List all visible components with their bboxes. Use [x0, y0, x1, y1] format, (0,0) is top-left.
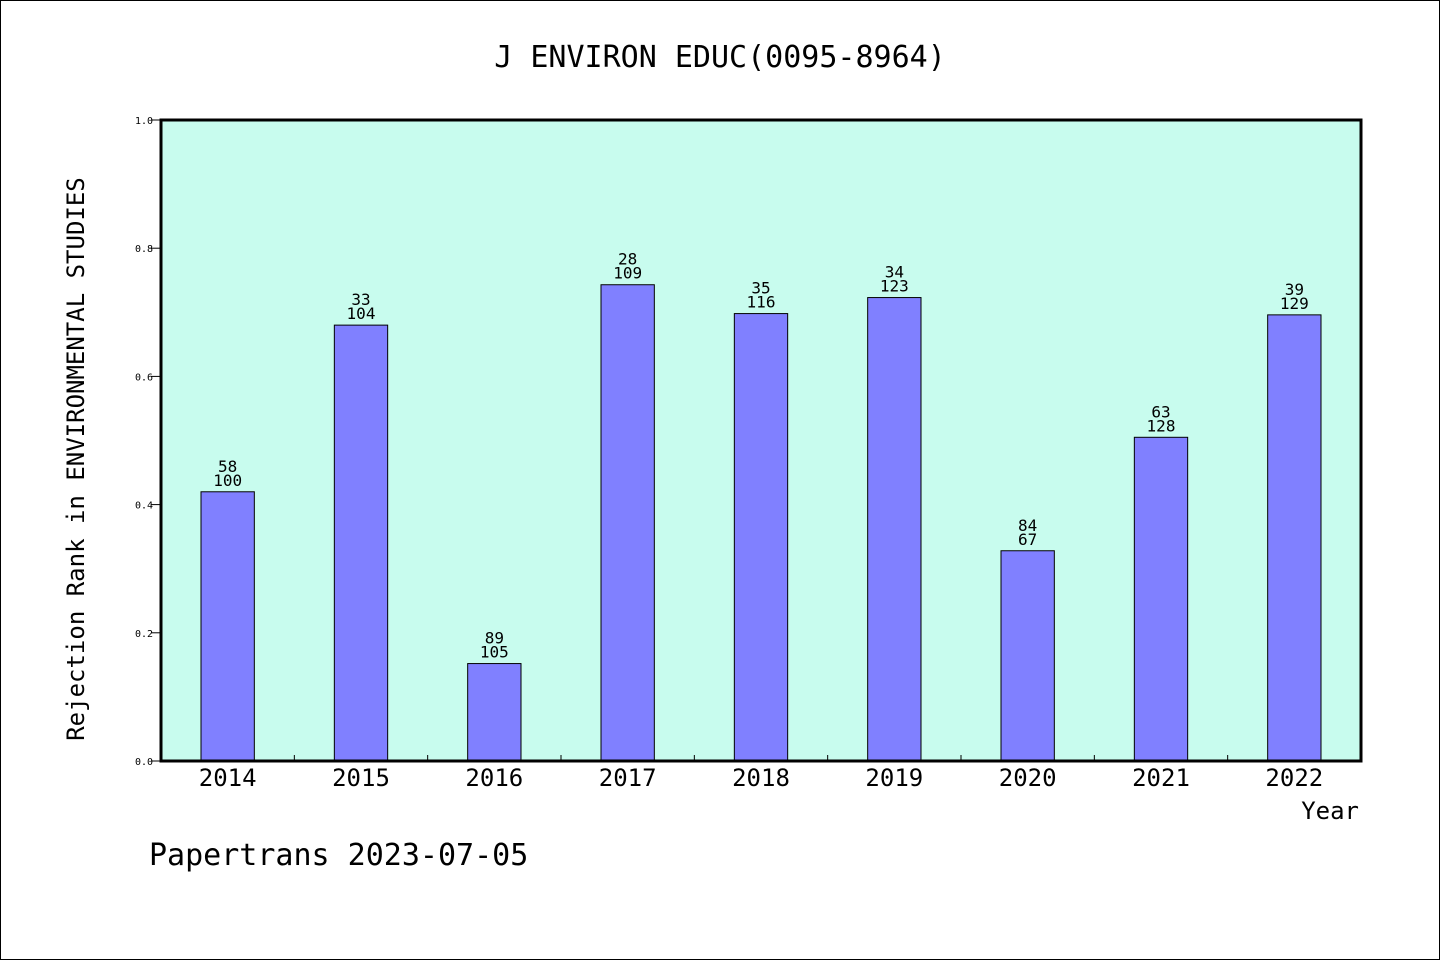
- bar-label-bottom-2015: 104: [347, 304, 376, 323]
- bar-label-bottom-2019: 123: [880, 277, 909, 296]
- chart-title: J ENVIRON EDUC(0095-8964): [494, 40, 946, 75]
- bar-label-bottom-2020: 67: [1018, 530, 1037, 549]
- x-tick-label-2015: 2015: [332, 764, 390, 792]
- bar-2021: [1133, 436, 1189, 762]
- bar-label-top-2018: 35: [751, 279, 770, 298]
- bar-label-bottom-2021: 128: [1147, 416, 1176, 435]
- x-axis-label: Year: [1301, 797, 1359, 825]
- bar-label-bottom-2022: 129: [1280, 294, 1309, 313]
- x-tick-label-2022: 2022: [1265, 764, 1323, 792]
- x-axis-ticks: 2014 2015 2016 2017 2018 2019 2020 2021 2022: [199, 755, 1323, 792]
- y-tick-label: 1.0: [135, 116, 153, 127]
- y-axis-ticks: 0.0 0.2 0.4 0.6 0.8 1.0: [135, 116, 161, 768]
- bar-label-bottom-2016: 105: [480, 643, 509, 662]
- bar-label-top-2021: 63: [1151, 402, 1170, 421]
- x-tick-label-2020: 2020: [999, 764, 1057, 792]
- bar-label-top-2022: 39: [1285, 280, 1304, 299]
- bar-2019: [867, 297, 922, 762]
- bar-2016: [467, 663, 522, 762]
- x-tick-label-2019: 2019: [865, 764, 923, 792]
- footer-text: Papertrans 2023-07-05: [149, 838, 528, 873]
- y-axis-label: Rejection Rank in ENVIRONMENTAL STUDIES: [62, 177, 90, 741]
- y-tick-label: 0.0: [135, 757, 153, 768]
- x-tick-label-2021: 2021: [1132, 764, 1190, 792]
- y-tick-label: 0.8: [135, 244, 153, 255]
- bar-2015: [333, 324, 389, 762]
- bar-label-top-2017: 28: [618, 250, 637, 269]
- y-tick-label: 0.6: [135, 372, 153, 383]
- bar-label-top-2019: 34: [885, 263, 904, 282]
- bar-2020: [1000, 550, 1055, 762]
- x-tick-label-2016: 2016: [465, 764, 523, 792]
- bar-2017: [600, 284, 655, 762]
- bar-2014: [200, 491, 255, 762]
- bar-label-bottom-2018: 116: [747, 293, 776, 312]
- x-tick-label-2018: 2018: [732, 764, 790, 792]
- bar-label-bottom-2017: 109: [613, 264, 642, 283]
- x-tick-label-2017: 2017: [599, 764, 657, 792]
- plot-border: [159, 118, 1363, 763]
- bar-label-top-2016: 89: [485, 629, 504, 648]
- bar-label-top-2020: 84: [1018, 516, 1037, 535]
- bar-2022: [1267, 314, 1322, 762]
- bar-label-bottom-2014: 100: [213, 471, 242, 490]
- bar-2018: [733, 313, 789, 762]
- bar-label-top-2014: 58: [218, 457, 237, 476]
- bar-label-top-2015: 33: [351, 290, 370, 309]
- y-tick-label: 0.4: [135, 501, 153, 512]
- y-tick-label: 0.2: [135, 629, 153, 640]
- x-tick-label-2014: 2014: [199, 764, 257, 792]
